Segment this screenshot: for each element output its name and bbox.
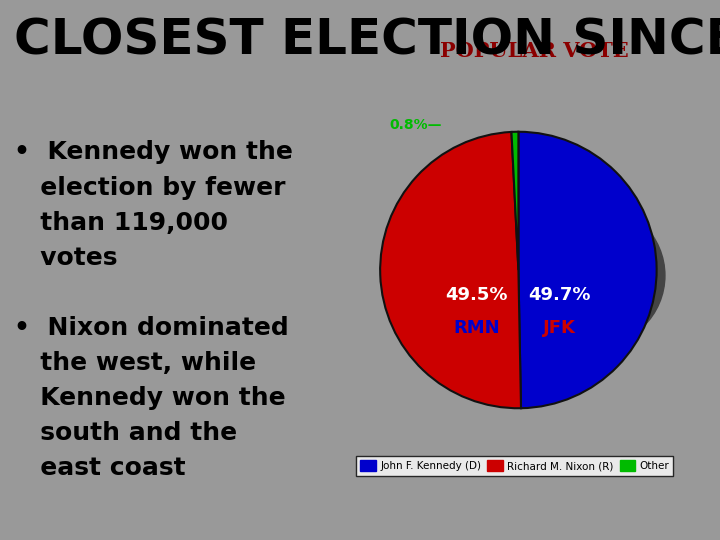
Wedge shape xyxy=(511,132,518,270)
Text: CLOSEST ELECTION SINCE 1884: CLOSEST ELECTION SINCE 1884 xyxy=(14,16,720,64)
Text: south and the: south and the xyxy=(14,421,238,445)
Ellipse shape xyxy=(516,203,665,348)
Text: 49.5%: 49.5% xyxy=(446,286,508,304)
Text: 0.8%—: 0.8%— xyxy=(390,118,442,132)
Text: 49.7%: 49.7% xyxy=(528,286,591,304)
Text: •  Kennedy won the: • Kennedy won the xyxy=(14,140,293,164)
Text: POPULAR VOTE: POPULAR VOTE xyxy=(440,40,629,60)
Text: east coast: east coast xyxy=(14,456,186,480)
Text: election by fewer: election by fewer xyxy=(14,176,286,199)
Text: Kennedy won the: Kennedy won the xyxy=(14,386,286,410)
Text: RMN: RMN xyxy=(454,319,500,337)
Text: votes: votes xyxy=(14,246,118,269)
Wedge shape xyxy=(518,132,657,408)
Text: than 119,000: than 119,000 xyxy=(14,211,228,234)
Text: •  Nixon dominated: • Nixon dominated xyxy=(14,316,289,340)
Legend: John F. Kennedy (D), Richard M. Nixon (R), Other: John F. Kennedy (D), Richard M. Nixon (R… xyxy=(356,456,673,476)
Text: the west, while: the west, while xyxy=(14,351,256,375)
Wedge shape xyxy=(380,132,521,408)
Text: JFK: JFK xyxy=(544,319,576,337)
